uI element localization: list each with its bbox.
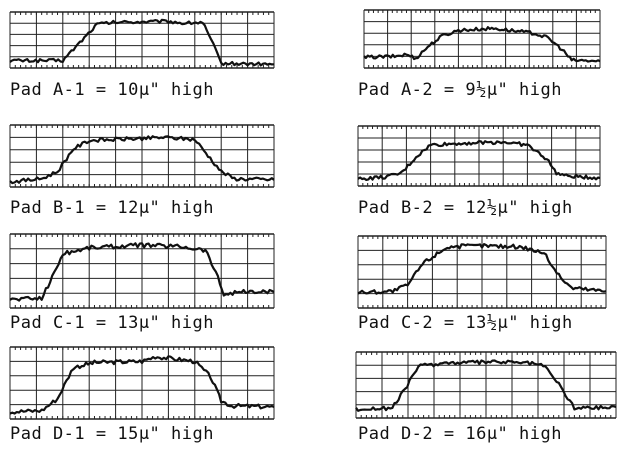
trace-plot	[9, 124, 275, 188]
caption-pad-c2: Pad C-2 = 13½µ" high	[358, 313, 573, 333]
trace-plot	[9, 346, 275, 420]
caption-pad-d2: Pad D-2 = 16µ" high	[358, 424, 562, 444]
profile-trace	[355, 359, 617, 412]
profile-trace	[9, 355, 275, 415]
grid	[363, 9, 601, 69]
caption-pad-a2: Pad A-2 = 9½µ" high	[358, 80, 562, 100]
trace-panel-b2	[356, 124, 602, 188]
profile-trace	[9, 242, 275, 302]
trace-plot	[9, 11, 275, 69]
trace-plot	[363, 9, 601, 69]
grid	[357, 235, 607, 309]
caption-pad-b2: Pad B-2 = 12½µ" high	[358, 198, 573, 218]
profile-trace	[357, 140, 601, 182]
trace-panel-d2	[354, 350, 618, 420]
trace-panel-a2	[362, 8, 602, 70]
grid	[357, 125, 601, 187]
profile-trace	[363, 26, 601, 63]
caption-pad-d1: Pad D-1 = 15µ" high	[10, 424, 214, 444]
trace-plot	[355, 351, 617, 419]
profile-trace	[357, 243, 607, 295]
profile-trace	[9, 18, 275, 67]
trace-panel-c2	[356, 234, 608, 310]
trace-plot	[357, 125, 601, 187]
trace-panel-d1	[8, 345, 276, 421]
caption-pad-b1: Pad B-1 = 12µ" high	[10, 198, 214, 218]
profile-trace	[9, 135, 275, 185]
trace-plot	[9, 233, 275, 309]
trace-panel-c1	[8, 232, 276, 310]
trace-plot	[357, 235, 607, 309]
trace-panel-a1	[8, 10, 276, 70]
grid	[9, 124, 275, 188]
caption-pad-c1: Pad C-1 = 13µ" high	[10, 313, 214, 333]
caption-pad-a1: Pad A-1 = 10µ" high	[10, 80, 214, 100]
trace-panel-b1	[8, 123, 276, 189]
